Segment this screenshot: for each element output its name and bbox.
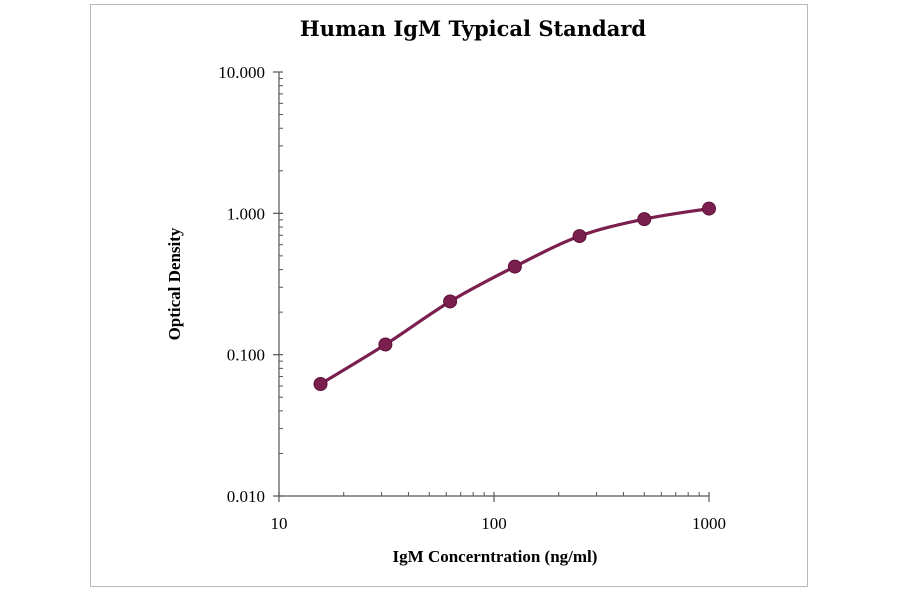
data-point: [443, 294, 458, 309]
chart-title: Human IgM Typical Standard: [300, 16, 647, 41]
y-axis-label: Optical Density: [165, 227, 184, 340]
data-point: [572, 229, 587, 244]
data-point: [637, 212, 652, 227]
y-tick-label: 0.100: [227, 346, 265, 365]
y-tick-label: 1.000: [227, 204, 265, 223]
data-point: [313, 377, 328, 392]
series-line: [318, 207, 711, 386]
data-point: [507, 259, 522, 274]
x-tick-label: 100: [481, 514, 507, 533]
y-tick-label: 10.000: [218, 63, 265, 82]
x-axis-label: IgM Concerntration (ng/ml): [393, 547, 598, 566]
data-point: [702, 201, 716, 216]
series-group: [313, 201, 716, 392]
x-tick-label: 1000: [692, 514, 726, 533]
y-tick-label: 0.010: [227, 487, 265, 506]
axes: 10.000 1.000 0.100 0.010 10 100 1000: [218, 63, 726, 533]
x-tick-label: 10: [271, 514, 288, 533]
data-point: [378, 337, 393, 352]
